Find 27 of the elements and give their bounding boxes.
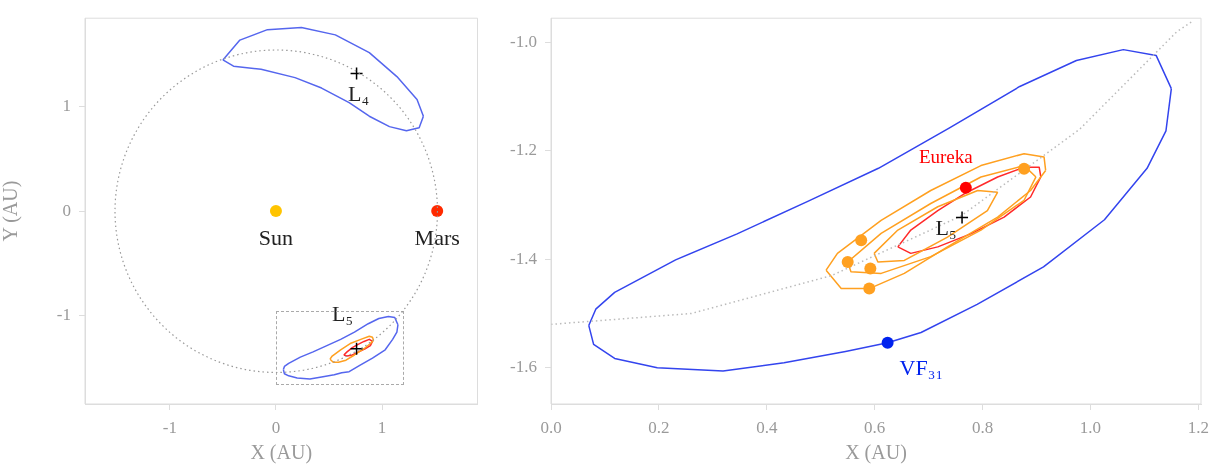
x-tick-label: 0.2: [648, 417, 670, 437]
annotation: L₅: [332, 300, 354, 326]
x-tick-label: 0.0: [540, 417, 562, 437]
annotation: Sun: [258, 224, 294, 250]
x-tick-label: -1: [162, 417, 177, 437]
x-axis-title: X (AU): [845, 441, 907, 465]
x-tick-label: 0.6: [864, 417, 886, 437]
x-axis-title: X (AU): [250, 441, 313, 465]
y-tick-label: -1: [56, 304, 71, 324]
annotation: L₄: [348, 81, 370, 107]
y-tick-label: -1.2: [510, 140, 537, 160]
x-tick-label: 0: [271, 417, 281, 437]
x-tick-label: 1: [377, 417, 387, 437]
x-tick-label: 0.8: [971, 417, 994, 437]
x-tick-label: 1.0: [1079, 417, 1102, 437]
y-tick-label: 1: [62, 96, 71, 116]
x-tick-label: 0.4: [756, 417, 778, 437]
y-tick-label: 0: [62, 200, 71, 220]
annotation: Mars: [414, 224, 460, 250]
y-tick-label: -1.6: [510, 357, 537, 377]
y-tick-label: -1.4: [510, 248, 538, 268]
y-tick-label: -1.0: [510, 32, 537, 52]
annotation: L₅: [935, 215, 957, 241]
series-label: VF₃₁: [899, 354, 944, 380]
x-tick-label: 1.2: [1187, 417, 1209, 437]
series-label: Eureka: [918, 145, 974, 167]
y-axis-title: Y (AU): [0, 180, 23, 242]
